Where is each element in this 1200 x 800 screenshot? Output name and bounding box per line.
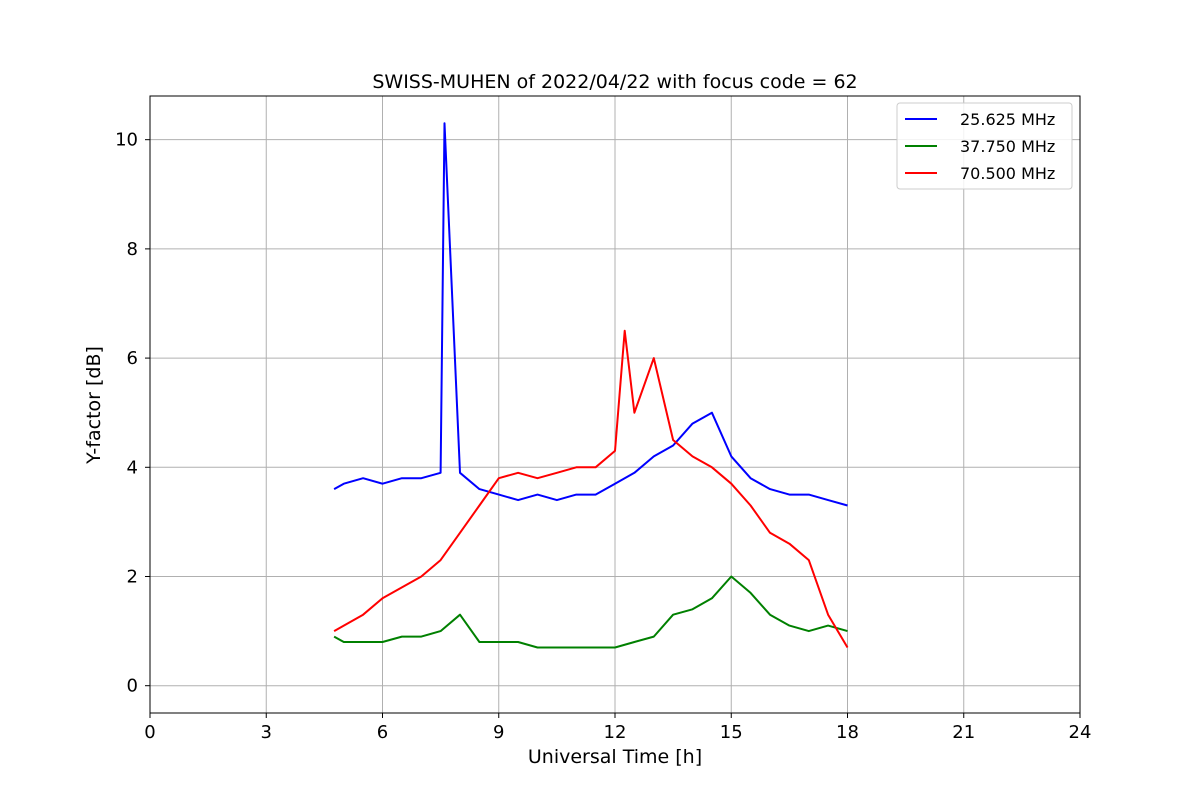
legend-label: 70.500 MHz <box>960 164 1055 183</box>
legend-label: 37.750 MHz <box>960 137 1055 156</box>
y-tick-label: 10 <box>115 130 138 151</box>
x-tick-label: 18 <box>836 722 859 743</box>
series-line-2 <box>333 575 848 649</box>
x-tick-label: 9 <box>493 722 504 743</box>
y-tick-label: 8 <box>127 239 138 260</box>
series-layer <box>333 122 849 649</box>
x-tick-label: 24 <box>1069 722 1092 743</box>
y-tick-label: 6 <box>127 348 138 369</box>
x-tick-label: 15 <box>720 722 743 743</box>
x-tick-label: 0 <box>144 722 155 743</box>
series-line-1 <box>333 122 848 507</box>
legend: 25.625 MHz 37.750 MHz 70.500 MHz <box>896 102 1073 190</box>
x-axis-label: Universal Time [h] <box>528 746 702 768</box>
legend-label: 25.625 MHz <box>960 110 1055 129</box>
chart-title: SWISS-MUHEN of 2022/04/22 with focus cod… <box>372 71 857 93</box>
y-tick-label: 2 <box>127 566 138 587</box>
x-tick-label: 6 <box>377 722 388 743</box>
y-axis-label: Y-factor [dB] <box>83 346 105 465</box>
y-tick-label: 0 <box>127 676 138 697</box>
x-tick-label: 21 <box>952 722 975 743</box>
x-tick-label: 12 <box>604 722 627 743</box>
legend-box <box>896 102 1073 190</box>
x-tick-label: 3 <box>261 722 272 743</box>
series-line-3 <box>333 329 849 649</box>
y-tick-label: 4 <box>127 457 138 478</box>
grid <box>149 96 1081 713</box>
